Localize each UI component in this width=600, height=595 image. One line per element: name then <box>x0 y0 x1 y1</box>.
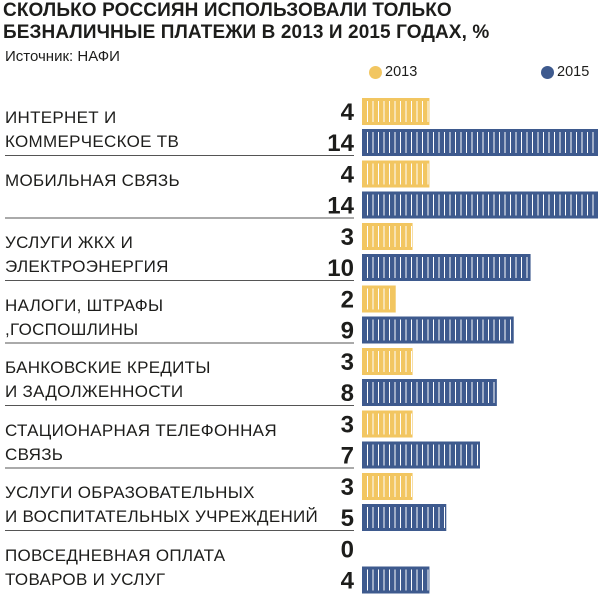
bar-2015 <box>362 379 497 406</box>
bar-2013 <box>362 348 413 375</box>
category-label: ПОВСЕДНЕВНАЯ ОПЛАТА ТОВАРОВ И УСЛУГ <box>5 544 335 592</box>
bar-value-label: 4 <box>341 99 355 126</box>
bar-value-label: 14 <box>327 193 354 220</box>
bar-2015 <box>362 566 430 594</box>
category-label: УСЛУГИ ОБРАЗОВАТЕЛЬНЫХ И ВОСПИТАТЕЛЬНЫХ У… <box>5 481 335 529</box>
bar-2015-fill <box>362 379 497 406</box>
bar-2015 <box>362 504 447 531</box>
category-label-line: ,ГОСПОШЛИНЫ <box>5 319 139 339</box>
bar-2015 <box>362 129 598 156</box>
category-label-line: УСЛУГИ ОБРАЗОВАТЕЛЬНЫХ <box>5 483 255 502</box>
chart-title-line-2: БЕЗНАЛИЧНЫЕ ПЛАТЕЖИ В 2013 И 2015 ГОДАХ,… <box>3 22 490 43</box>
category-label-line: И ВОСПИТАТЕЛЬНЫХ УЧРЕЖДЕНИЙ <box>5 507 319 526</box>
chart-title: СКОЛЬКО РОССИЯН ИСПОЛЬЗОВАЛИ ТОЛЬКО БЕЗН… <box>3 0 489 44</box>
category-label-line: СВЯЗЬ <box>5 444 64 464</box>
bar-2015-fill <box>362 191 598 219</box>
category-label-line: БАНКОВСКИЕ КРЕДИТЫ <box>5 358 211 377</box>
category-label: УСЛУГИ ЖКХ И ЭЛЕКТРОЭНЕРГИЯ <box>5 231 335 279</box>
category-label: СТАЦИОНАРНАЯ ТЕЛЕФОННАЯ СВЯЗЬ <box>5 419 335 467</box>
bar-value-label: 3 <box>341 349 354 376</box>
category-label-line: ИНТЕРНЕТ И <box>5 108 117 127</box>
bar-value-label: 0 <box>341 537 354 564</box>
bar-value-label: 3 <box>341 474 354 501</box>
category-label-line: НАЛОГИ, ШТРАФЫ <box>5 295 164 315</box>
bar-value-label: 3 <box>341 224 354 251</box>
chart-title-line-1: СКОЛЬКО РОССИЯН ИСПОЛЬЗОВАЛИ ТОЛЬКО <box>3 0 452 21</box>
category-label-line: ЭЛЕКТРОЭНЕРГИЯ <box>5 257 169 276</box>
category-label: ИНТЕРНЕТ И КОММЕРЧЕСКОЕ ТВ <box>5 106 335 154</box>
legend-label-2015: 2015 <box>557 64 590 80</box>
category-label-line: И ЗАДОЛЖЕННОСТИ <box>5 382 184 401</box>
legend-swatch-2013 <box>369 65 382 79</box>
bar-2013-fill <box>362 285 396 313</box>
bar-value-label: 4 <box>341 162 355 189</box>
bar-2013-fill <box>362 348 413 375</box>
category-label: БАНКОВСКИЕ КРЕДИТЫ И ЗАДОЛЖЕННОСТИ <box>5 356 335 404</box>
bar-value-label: 3 <box>341 412 354 439</box>
bar-2013 <box>362 160 430 188</box>
bar-2015-fill <box>362 504 447 531</box>
bar-2015 <box>362 316 514 344</box>
bar-value-label: 8 <box>341 380 354 407</box>
bar-2015-fill <box>362 566 430 594</box>
category-label-line: КОММЕРЧЕСКОЕ ТВ <box>5 132 180 151</box>
legend-item-2013: 2013 <box>369 63 417 81</box>
bar-2015-fill <box>362 441 480 469</box>
bar-2013-fill <box>362 160 430 188</box>
bar-2013-fill <box>362 473 413 500</box>
legend-item-2015: 2015 <box>541 63 589 81</box>
bar-2015 <box>362 441 480 469</box>
bar-2015-fill <box>362 129 598 156</box>
bar-value-label: 4 <box>341 568 355 595</box>
bar-2013 <box>362 473 413 500</box>
bar-value-label: 5 <box>341 505 354 532</box>
category-label-line: МОБИЛЬНАЯ СВЯЗЬ <box>5 170 180 190</box>
bar-2013 <box>362 98 430 125</box>
bar-2013-fill <box>362 223 413 250</box>
legend-swatch-2015 <box>541 65 554 79</box>
category-label: НАЛОГИ, ШТРАФЫ ,ГОСПОШЛИНЫ <box>5 294 335 342</box>
category-label-line: СТАЦИОНАРНАЯ ТЕЛЕФОННАЯ <box>5 420 277 440</box>
bar-2013 <box>362 410 413 438</box>
category-label-line: УСЛУГИ ЖКХ И <box>5 233 134 252</box>
bar-2013-fill <box>362 98 430 125</box>
bar-2015-fill <box>362 254 531 281</box>
bar-2013 <box>362 223 413 250</box>
bar-value-label: 2 <box>341 287 354 314</box>
bar-2013 <box>362 285 396 313</box>
bar-2015 <box>362 254 531 281</box>
chart-source: Источник: НАФИ <box>5 48 120 65</box>
bar-2015 <box>362 191 598 219</box>
bar-2013-fill <box>362 410 413 438</box>
bar-value-label: 7 <box>341 443 354 470</box>
bar-2015-fill <box>362 316 514 344</box>
bar-value-label: 9 <box>341 318 354 345</box>
category-label-line: ПОВСЕДНЕВНАЯ ОПЛАТА <box>5 545 226 565</box>
category-label: МОБИЛЬНАЯ СВЯЗЬ <box>5 169 335 193</box>
legend-label-2013: 2013 <box>385 64 418 80</box>
category-label-line: ТОВАРОВ И УСЛУГ <box>5 569 166 589</box>
